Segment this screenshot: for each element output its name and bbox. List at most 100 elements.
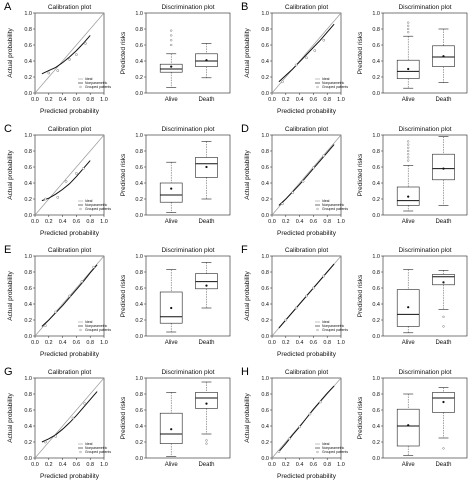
grouped-patient-point — [287, 436, 291, 440]
grouped-patient-point — [298, 424, 301, 428]
discrim-y-tick-label: 1.0 — [372, 133, 380, 139]
calib-y-axis-label: Actual probability — [244, 28, 251, 78]
grouped-patient-point — [281, 80, 284, 84]
calib-x-tick-label: 0.6 — [310, 219, 318, 225]
calib-x-tick-label: 0.4 — [296, 97, 304, 103]
calib-x-axis-label: Predicted probability — [277, 351, 337, 358]
calib-y-tick-label: 1.0 — [24, 11, 32, 17]
discrim-y-tick-label: 0.4 — [135, 424, 143, 430]
grouped-patient-point — [301, 179, 305, 183]
discrim-y-tick-label: 0.8 — [372, 392, 380, 398]
grouped-patient-point — [92, 265, 96, 269]
panel-c-svg: Calibration plot IdealNonparametricGroupe… — [7, 126, 231, 237]
discrim-title: Discrimination plot — [398, 4, 451, 11]
calib-title: Calibration plot — [48, 4, 92, 11]
discrim-category-alive: Alive — [165, 462, 179, 468]
panel-f-svg: Calibration plot IdealNonparametricGroupe… — [244, 247, 468, 358]
calib-frame — [34, 377, 105, 458]
nonparametric-curve — [41, 390, 98, 442]
calib-x-tick-label: 1.0 — [100, 340, 108, 346]
discrim-y-tick-label: 0.2 — [372, 75, 380, 81]
box-alive-outlier — [407, 155, 410, 158]
legend-grouped-label: Grouped patients — [85, 450, 111, 454]
calib-x-tick-label: 0.4 — [59, 219, 67, 225]
discrim-category-alive: Alive — [402, 340, 416, 346]
legend-nonparam-label: Nonparametric — [322, 81, 345, 85]
calib-frame — [271, 134, 342, 215]
discrim-y-tick-label: 0.0 — [372, 456, 380, 462]
discrim-y-tick-label: 0.8 — [135, 270, 143, 276]
panel-b-svg: Calibration plot IdealNonparametricGroupe… — [244, 4, 468, 115]
grouped-patient-point — [312, 165, 315, 169]
calib-x-tick-label: 0.8 — [86, 340, 94, 346]
discrim-y-tick-label: 0.2 — [135, 75, 143, 81]
calib-x-tick-label: 0.8 — [323, 462, 331, 468]
grouped-patient-point — [294, 63, 298, 67]
calib-x-axis-label: Predicted probability — [40, 351, 100, 358]
legend-grouped-label: Grouped patients — [322, 85, 348, 89]
box-death-mean — [442, 281, 445, 284]
discrim-title: Discrimination plot — [398, 247, 451, 254]
calib-title: Calibration plot — [48, 369, 92, 376]
grouped-patient-point — [44, 440, 47, 443]
discrim-category-alive: Alive — [165, 97, 179, 103]
legend-grouped-label: Grouped patients — [322, 207, 348, 211]
legend-nonparam-label: Nonparametric — [85, 324, 108, 328]
legend-grouped-swatch — [79, 207, 82, 210]
calib-frame — [271, 12, 342, 94]
calib-x-tick-label: 0.0 — [31, 219, 39, 225]
calib-y-tick-label: 0.8 — [261, 149, 269, 155]
box-alive-outlier — [407, 143, 410, 146]
box-alive-mean — [170, 187, 173, 190]
box-alive-outlier — [170, 34, 173, 37]
box-death-outlier — [442, 446, 445, 449]
box-death-outlier — [442, 325, 445, 328]
grouped-patient-point — [56, 69, 60, 72]
grouped-patient-point — [294, 306, 298, 310]
box-alive-mean — [407, 306, 410, 309]
discrim-y-tick-label: 0.6 — [372, 286, 380, 292]
calib-y-tick-label: 0.0 — [261, 213, 269, 219]
discrim-title: Discrimination plot — [161, 247, 214, 254]
calib-x-tick-label: 0.6 — [73, 340, 81, 346]
calib-x-tick-label: 0.4 — [296, 219, 304, 225]
calib-y-axis-label: Actual probability — [7, 271, 14, 321]
calib-y-tick-label: 0.4 — [24, 424, 32, 430]
calib-x-tick-label: 0.8 — [323, 340, 331, 346]
calib-x-tick-label: 0.8 — [86, 219, 94, 225]
discrim-frame — [145, 134, 231, 215]
discrim-frame — [382, 134, 468, 215]
discrim-y-tick-label: 0.4 — [372, 302, 380, 308]
discrim-y-tick-label: 0.8 — [135, 149, 143, 155]
calib-x-axis-label: Predicted probability — [40, 473, 100, 480]
discrim-y-tick-label: 0.2 — [135, 197, 143, 203]
legend-grouped-label: Grouped patients — [322, 328, 348, 332]
discrim-y-tick-label: 0.0 — [372, 334, 380, 340]
calib-y-tick-label: 0.2 — [261, 318, 269, 324]
grouped-patient-point — [305, 294, 308, 298]
box-alive — [159, 63, 183, 73]
panel-e-svg: Calibration plot IdealNonparametricGroupe… — [7, 247, 231, 358]
calib-y-tick-label: 0.0 — [24, 456, 32, 462]
discrim-frame — [145, 255, 231, 337]
discrim-y-tick-label: 0.8 — [372, 149, 380, 155]
discrim-title: Discrimination plot — [161, 369, 214, 376]
calib-y-tick-label: 0.8 — [261, 392, 269, 398]
discrim-y-tick-label: 0.4 — [135, 302, 143, 308]
box-alive-outlier — [170, 39, 173, 42]
box-death-mean — [442, 400, 445, 403]
calib-y-axis-label: Actual probability — [244, 271, 251, 321]
grouped-patient-point — [281, 201, 284, 205]
calib-x-tick-label: 0.2 — [45, 340, 53, 346]
discrim-y-tick-label: 0.6 — [135, 408, 143, 414]
discrim-y-tick-label: 0.0 — [372, 91, 380, 97]
grouped-patient-point — [64, 179, 68, 183]
grouped-patient-point — [277, 449, 281, 453]
calib-y-tick-label: 0.6 — [24, 408, 32, 414]
box-death-mean — [205, 402, 208, 405]
box-alive-mean — [170, 427, 173, 430]
calib-y-tick-label: 0.4 — [24, 59, 32, 65]
calib-y-tick-label: 1.0 — [261, 11, 269, 17]
calib-x-tick-label: 0.8 — [86, 97, 94, 103]
discrim-y-tick-label: 0.6 — [372, 408, 380, 414]
